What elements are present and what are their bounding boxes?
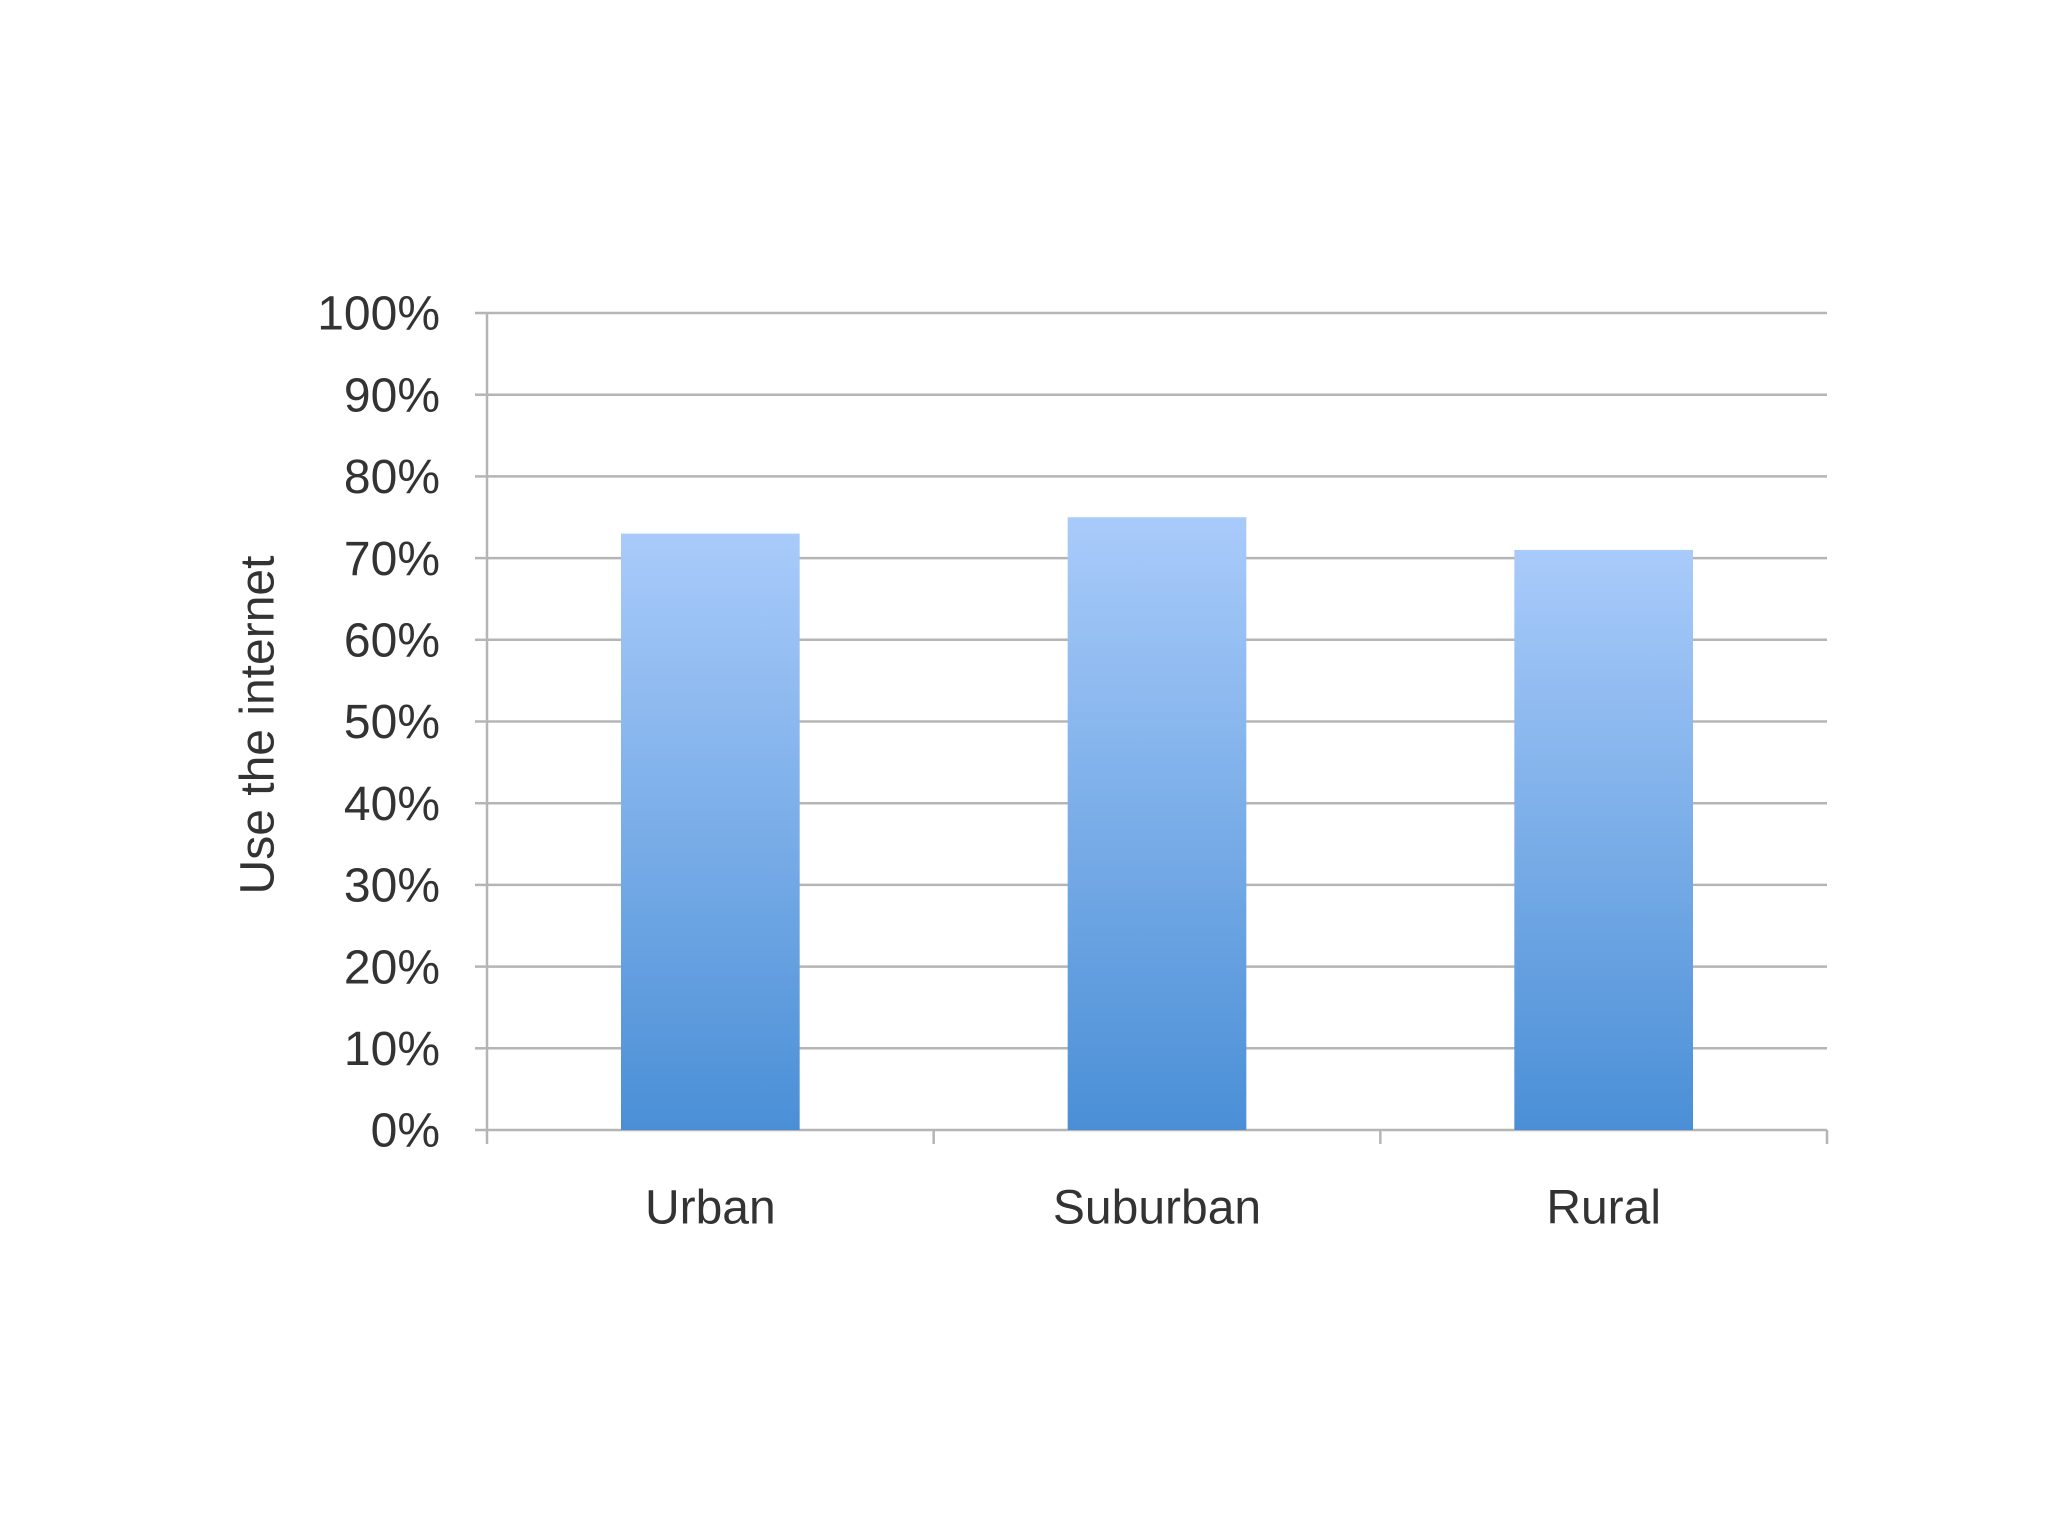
x-tick-label: Rural	[1546, 1182, 1661, 1235]
bar	[1514, 549, 1693, 1130]
y-tick-label: 10%	[344, 1023, 440, 1076]
x-tick-label: Urban	[645, 1182, 776, 1235]
y-tick-label: 90%	[344, 369, 440, 422]
y-tick-label: 80%	[344, 451, 440, 504]
y-tick-label: 100%	[317, 288, 440, 341]
bar	[621, 533, 800, 1130]
y-axis-label: Use the internet	[232, 556, 285, 895]
y-tick-label: 20%	[344, 941, 440, 994]
y-tick-label: 50%	[344, 696, 440, 749]
bar	[1067, 517, 1247, 1130]
y-tick-label: 60%	[344, 614, 440, 667]
y-tick-label: 70%	[344, 533, 440, 586]
y-tick-label: 30%	[344, 860, 440, 913]
x-tick-label: Suburban	[1053, 1182, 1261, 1235]
y-tick-label: 40%	[344, 778, 440, 831]
y-tick-label: 0%	[371, 1105, 440, 1158]
